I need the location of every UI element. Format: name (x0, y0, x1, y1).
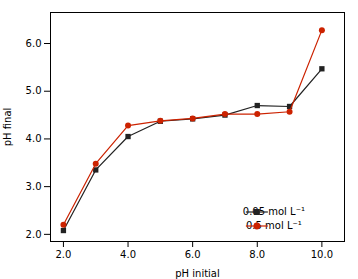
svg-text:pH initial: pH initial (175, 268, 220, 279)
svg-text:3.0: 3.0 (26, 181, 42, 192)
svg-text:2.0: 2.0 (55, 249, 71, 260)
svg-text:8.0: 8.0 (249, 249, 265, 260)
svg-text:6.0: 6.0 (26, 38, 42, 49)
svg-text:0.05 mol L⁻¹: 0.05 mol L⁻¹ (243, 206, 305, 217)
svg-text:0.5 mol L⁻¹: 0.5 mol L⁻¹ (246, 220, 302, 231)
svg-text:10.0: 10.0 (311, 249, 333, 260)
svg-text:5.0: 5.0 (26, 85, 42, 96)
svg-text:2.0: 2.0 (26, 229, 42, 240)
svg-text:4.0: 4.0 (120, 249, 136, 260)
svg-text:6.0: 6.0 (185, 249, 201, 260)
svg-text:4.0: 4.0 (26, 133, 42, 144)
svg-text:pH final: pH final (2, 108, 13, 147)
